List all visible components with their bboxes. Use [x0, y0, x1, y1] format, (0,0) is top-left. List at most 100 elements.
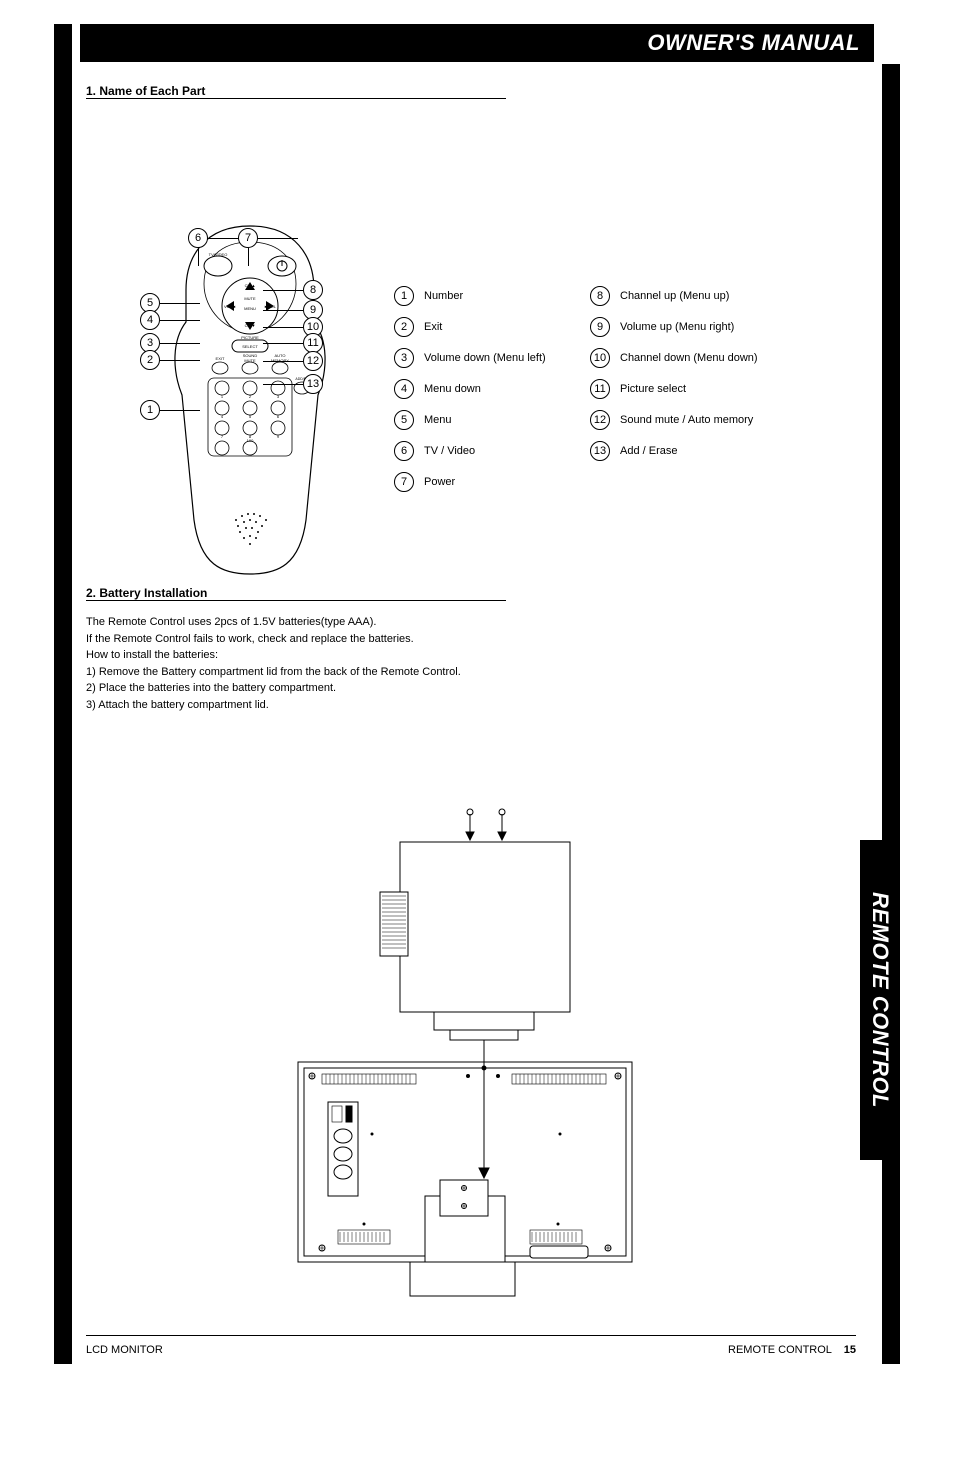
- parts-key-row: 12 Sound mute / Auto memory: [590, 404, 810, 435]
- body-line: How to install the batteries:: [86, 647, 696, 664]
- section-body-text: The Remote Control uses 2pcs of 1.5V bat…: [86, 614, 696, 713]
- header-bar: OWNER'S MANUAL: [80, 24, 874, 62]
- parts-key-row: 2 Exit: [394, 311, 614, 342]
- leader-line: [248, 248, 249, 266]
- remote-illustration: TV/VIDEO CH ▲ MUTE VOL◄ ►VOL CH ▼ MENU P…: [150, 220, 350, 580]
- diagram-callout: 8: [303, 280, 323, 300]
- page-number: 15: [844, 1344, 856, 1356]
- parts-key-number: 1: [394, 286, 414, 306]
- footer-divider: [86, 1335, 856, 1336]
- svg-text:CH ▼: CH ▼: [245, 323, 256, 328]
- parts-key-row: 3 Volume down (Menu left): [394, 342, 614, 373]
- leader-line: [160, 410, 200, 411]
- parts-key-row: 10 Channel down (Menu down): [590, 342, 810, 373]
- svg-text:SELECT: SELECT: [242, 344, 258, 349]
- section-divider: [86, 98, 506, 99]
- svg-text:EXIT: EXIT: [216, 356, 225, 361]
- leader-line: [160, 320, 200, 321]
- parts-key-row: 1 Number: [394, 280, 614, 311]
- parts-key-number: 6: [394, 441, 414, 461]
- diagram-callout: 12: [303, 351, 323, 371]
- parts-key-label: Power: [424, 476, 455, 488]
- section-divider: [86, 600, 506, 601]
- parts-key-number: 7: [394, 472, 414, 492]
- manual-page: OWNER'S MANUAL 1. Name of Each Part TV/V…: [0, 0, 954, 1475]
- parts-key-label: Picture select: [620, 383, 686, 395]
- leader-line: [160, 343, 200, 344]
- footer-right: REMOTE CONTROL 15: [728, 1344, 856, 1356]
- parts-key-label: Channel up (Menu up): [620, 290, 729, 302]
- parts-key-number: 10: [590, 348, 610, 368]
- diagram-callout: 11: [303, 333, 323, 353]
- parts-key-row: 4 Menu down: [394, 373, 614, 404]
- leader-line: [263, 310, 303, 311]
- svg-text:TV/VIDEO: TV/VIDEO: [209, 252, 228, 257]
- body-line: 1) Remove the Battery compartment lid fr…: [86, 664, 696, 681]
- diagram-callout: 6: [188, 228, 208, 248]
- section-heading: 2. Battery Installation: [86, 586, 207, 600]
- parts-key-left: 1 Number 2 Exit 3 Volume down (Menu left) 4 Men…: [394, 280, 614, 497]
- parts-key-number: 2: [394, 317, 414, 337]
- leader-line: [263, 327, 303, 328]
- parts-key-label: Volume up (Menu right): [620, 321, 734, 333]
- leader-line: [198, 248, 199, 266]
- leader-line: [263, 361, 303, 362]
- parts-key-number: 9: [590, 317, 610, 337]
- section-heading: 1. Name of Each Part: [86, 84, 205, 98]
- parts-key-number: 11: [590, 379, 610, 399]
- parts-key-label: Exit: [424, 321, 442, 333]
- parts-key-label: Channel down (Menu down): [620, 352, 758, 364]
- parts-key-row: 13 Add / Erase: [590, 435, 810, 466]
- side-tab: REMOTE CONTROL: [860, 840, 900, 1160]
- header-title: OWNER'S MANUAL: [647, 30, 860, 56]
- svg-text:PICTURE: PICTURE: [241, 335, 259, 340]
- leader-line: [160, 303, 200, 304]
- diagram-callout: 7: [238, 228, 258, 248]
- parts-key-row: 5 Menu: [394, 404, 614, 435]
- body-line: The Remote Control uses 2pcs of 1.5V bat…: [86, 614, 696, 631]
- leader-line: [258, 238, 298, 239]
- parts-key-label: Menu down: [424, 383, 481, 395]
- parts-key-label: Add / Erase: [620, 445, 677, 457]
- diagram-callout: 2: [140, 350, 160, 370]
- parts-key-number: 13: [590, 441, 610, 461]
- side-tab-label: REMOTE CONTROL: [867, 892, 893, 1108]
- right-margin-rail: [882, 64, 900, 1364]
- svg-text:MUTE: MUTE: [244, 296, 256, 301]
- remote-control-diagram: TV/VIDEO CH ▲ MUTE VOL◄ ►VOL CH ▼ MENU P…: [150, 220, 350, 580]
- parts-key-number: 4: [394, 379, 414, 399]
- svg-text:►VOL: ►VOL: [264, 304, 277, 309]
- parts-key-number: 5: [394, 410, 414, 430]
- parts-key-row: 11 Picture select: [590, 373, 810, 404]
- parts-key-label: Sound mute / Auto memory: [620, 414, 753, 426]
- footer-left: LCD MONITOR: [86, 1344, 163, 1356]
- svg-text:VOL◄: VOL◄: [224, 304, 236, 309]
- footer: LCD MONITOR REMOTE CONTROL 15: [86, 1344, 856, 1356]
- monitor-illustration: [280, 792, 650, 1312]
- svg-text:100: 100: [247, 438, 254, 443]
- parts-key-row: 7 Power: [394, 466, 614, 497]
- parts-key-row: 6TV / Video: [394, 435, 614, 466]
- svg-text:MENU: MENU: [244, 306, 256, 311]
- parts-key-row: 8 Channel up (Menu up): [590, 280, 810, 311]
- svg-text:CH ▲: CH ▲: [245, 283, 256, 288]
- parts-key-right: 8 Channel up (Menu up) 9 Volume up (Menu ri…: [590, 280, 810, 466]
- leader-line: [263, 290, 303, 291]
- leader-line: [263, 343, 303, 344]
- parts-key-label: Menu: [424, 414, 452, 426]
- body-line: 2) Place the batteries into the battery …: [86, 680, 696, 697]
- diagram-callout: 1: [140, 400, 160, 420]
- left-margin-rail: [54, 24, 72, 1364]
- leader-line: [263, 384, 303, 385]
- parts-key-number: 12: [590, 410, 610, 430]
- parts-key-label: Number: [424, 290, 463, 302]
- parts-key-number: 8: [590, 286, 610, 306]
- parts-key-label: Volume down (Menu left): [424, 352, 546, 364]
- parts-key-number: 3: [394, 348, 414, 368]
- monitor-rear-diagram: [280, 792, 650, 1312]
- body-line: If the Remote Control fails to work, che…: [86, 631, 696, 648]
- body-line: 3) Attach the battery compartment lid.: [86, 697, 696, 714]
- leader-line: [160, 360, 200, 361]
- diagram-callout: 4: [140, 310, 160, 330]
- diagram-callout: 13: [303, 374, 323, 394]
